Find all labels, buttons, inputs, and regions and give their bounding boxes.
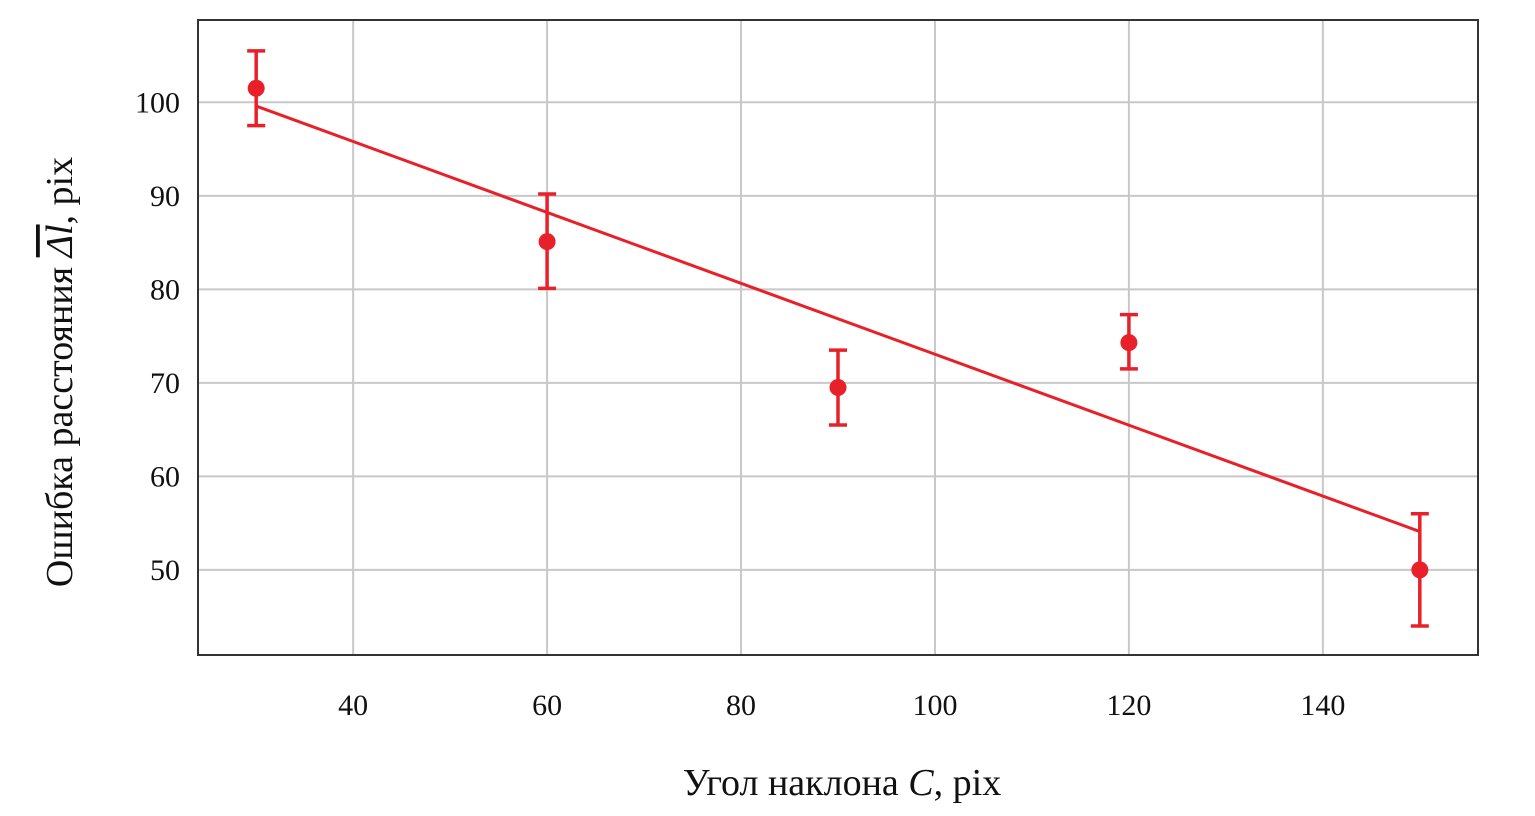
x-tick-label: 40 — [338, 689, 368, 722]
data-point — [1120, 334, 1138, 352]
data-point — [247, 79, 265, 97]
tick-labels: 40 60 80 100 120 140 50 60 70 80 90 100 — [135, 86, 1345, 722]
grid — [198, 20, 1478, 655]
data-point — [1411, 561, 1429, 579]
y-tick-label: 80 — [150, 273, 180, 306]
y-tick-label: 60 — [150, 460, 180, 493]
y-tick-label: 50 — [150, 554, 180, 587]
data-marks — [247, 49, 1429, 628]
data-point — [538, 233, 556, 251]
x-tick-label: 100 — [912, 689, 957, 722]
x-tick-label: 120 — [1106, 689, 1151, 722]
y-tick-label: 100 — [135, 86, 180, 119]
x-tick-label: 140 — [1300, 689, 1345, 722]
fit-line — [255, 104, 1421, 533]
y-tick-label: 70 — [150, 367, 180, 400]
data-point — [829, 379, 847, 397]
y-axis-label: Ошибка расстояния Δl, pix — [39, 157, 81, 587]
plot-frame — [197, 19, 1479, 656]
x-tick-label: 60 — [532, 689, 562, 722]
x-axis-label: Угол наклона C, pix — [683, 762, 1001, 804]
y-tick-label: 90 — [150, 180, 180, 213]
x-tick-label: 80 — [726, 689, 756, 722]
